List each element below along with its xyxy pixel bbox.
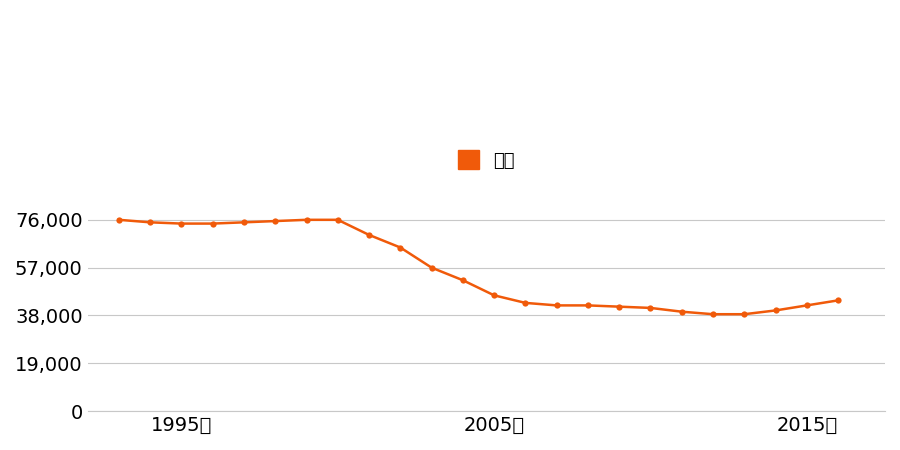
- 価格: [489, 292, 500, 298]
- 価格: [332, 217, 343, 222]
- Legend: 価格: 価格: [450, 143, 522, 177]
- 価格: [801, 303, 812, 308]
- 価格: [614, 304, 625, 309]
- 価格: [113, 217, 124, 222]
- 価格: [676, 309, 687, 315]
- 価格: [645, 305, 656, 310]
- 価格: [770, 308, 781, 313]
- 価格: [270, 218, 281, 224]
- 価格: [238, 220, 249, 225]
- 価格: [364, 232, 374, 238]
- 価格: [145, 220, 156, 225]
- 価格: [552, 303, 562, 308]
- 価格: [176, 221, 187, 226]
- 価格: [520, 300, 531, 306]
- Line: 価格: 価格: [116, 217, 842, 317]
- 価格: [832, 297, 843, 303]
- 価格: [395, 245, 406, 250]
- 価格: [457, 278, 468, 283]
- 価格: [302, 217, 312, 222]
- 価格: [207, 221, 218, 226]
- 価格: [739, 311, 750, 317]
- 価格: [582, 303, 593, 308]
- 価格: [427, 265, 437, 270]
- 価格: [707, 311, 718, 317]
